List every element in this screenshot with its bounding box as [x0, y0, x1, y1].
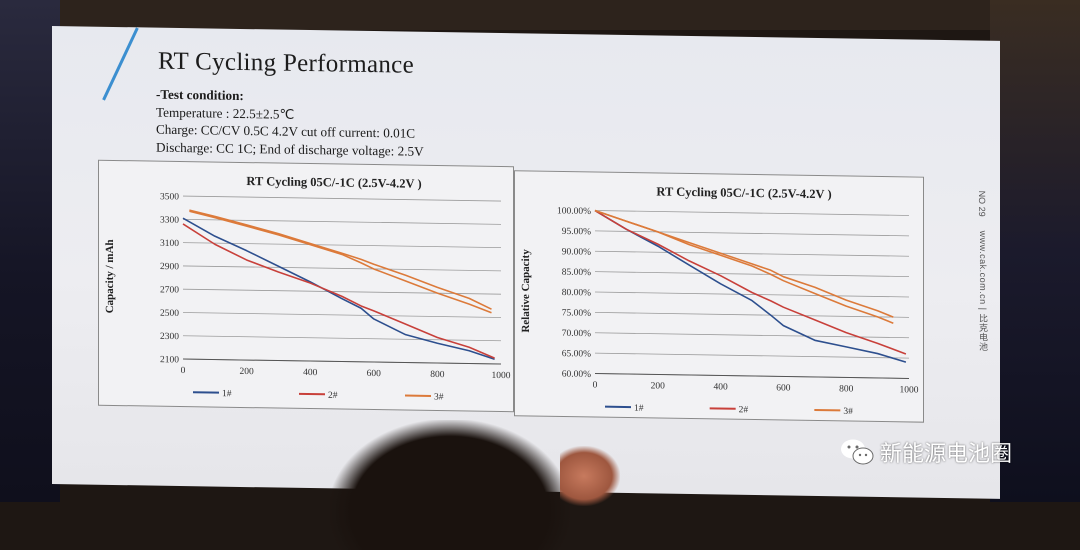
audience-hand	[560, 446, 620, 506]
chart2-gridline	[595, 231, 909, 236]
chart1-xtick-label: 800	[430, 370, 444, 380]
watermark-text: 新能源电池圈	[880, 436, 1012, 468]
chart1-ylabel: Capacity / mAh	[104, 239, 116, 313]
chart1-ytick-label: 2300	[160, 332, 179, 342]
slide-title: RT Cycling Performance	[158, 48, 414, 80]
chart1-ytick-label: 2500	[160, 309, 179, 319]
relative-capacity-chart: RT Cycling 05C/-1C (2.5V-4.2V ) Relative …	[515, 171, 923, 421]
capacity-chart: RT Cycling 05C/-1C (2.5V-4.2V ) Capacity …	[99, 161, 513, 412]
chart1-legend-label: 1#	[222, 389, 232, 399]
room-background-left	[0, 0, 60, 502]
chart2-gridline	[595, 211, 909, 216]
chart1-ytick-label: 3100	[160, 239, 179, 249]
capacity-chart-frame: RT Cycling 05C/-1C (2.5V-4.2V ) Capacity …	[98, 160, 514, 413]
chart1-ytick-label: 3500	[160, 192, 179, 202]
side-company-label: www.cak.com.cn | 比克电池	[977, 231, 990, 352]
chart1-ytick-label: 2700	[160, 285, 179, 295]
room-background-top	[0, 0, 1080, 30]
chart2-ytick-label: 75.00%	[562, 308, 591, 318]
chart2-legend-label: 3#	[843, 407, 853, 417]
chart2-xtick-label: 800	[839, 384, 853, 394]
test-condition-block: -Test condition: Temperature : 22.5±2.5℃…	[156, 86, 424, 160]
chart1-xtick-label: 0	[181, 366, 186, 376]
chart1-gridline	[183, 336, 501, 341]
chart1-gridline	[183, 266, 501, 271]
chart2-ytick-label: 90.00%	[562, 247, 591, 257]
chart1-gridline	[183, 196, 501, 201]
chart1-x-axis	[183, 359, 501, 364]
chart1-legend-label: 3#	[434, 393, 444, 403]
relative-capacity-chart-frame: RT Cycling 05C/-1C (2.5V-4.2V ) Relative …	[514, 170, 924, 422]
chart2-ytick-label: 80.00%	[562, 288, 591, 298]
chart1-gridline	[183, 312, 501, 317]
chart2-gridline	[595, 251, 909, 256]
chart1-ytick-label: 2900	[160, 262, 179, 272]
condition-discharge: Discharge: CC 1C; End of discharge volta…	[156, 138, 424, 160]
chart1-ytick-label: 3300	[160, 215, 179, 225]
chart2-gridline	[595, 353, 909, 358]
chart1-ytick-label: 2100	[160, 355, 179, 365]
chart2-gridline	[595, 333, 909, 338]
chart2-xtick-label: 200	[651, 381, 665, 391]
chart2-series-line-2#	[595, 211, 906, 354]
audience-head-silhouette	[330, 420, 570, 550]
chart2-ytick-label: 65.00%	[562, 349, 591, 359]
chart2-xtick-label: 400	[713, 382, 727, 392]
slide-accent-line	[102, 27, 139, 100]
wechat-icon	[840, 438, 874, 466]
chart2-ytick-label: 100.00%	[557, 206, 591, 217]
chart1-title: RT Cycling 05C/-1C (2.5V-4.2V )	[246, 174, 421, 191]
chart1-xtick-label: 400	[303, 368, 317, 378]
chart2-gridline	[595, 272, 909, 277]
chart2-ytick-label: 60.00%	[562, 370, 591, 380]
chart1-xtick-label: 1000	[492, 371, 511, 381]
chart1-xtick-label: 200	[239, 367, 253, 377]
chart2-series-line-extra-3	[595, 211, 893, 324]
chart2-x-axis	[595, 374, 909, 379]
chart1-xtick-label: 600	[367, 369, 381, 379]
chart2-ylabel: Relative Capacity	[520, 249, 532, 333]
page-number: NO 29	[977, 191, 987, 217]
chart2-legend-label: 2#	[739, 405, 749, 415]
chart2-ytick-label: 95.00%	[562, 227, 591, 237]
room-background-right	[990, 0, 1080, 502]
chart1-legend-label: 2#	[328, 391, 338, 401]
chart2-xtick-label: 0	[593, 380, 598, 390]
chart2-ytick-label: 85.00%	[562, 268, 591, 278]
chart2-gridline	[595, 312, 909, 317]
chart2-xtick-label: 600	[776, 383, 790, 393]
chart2-ytick-label: 70.00%	[562, 329, 591, 339]
chart2-title: RT Cycling 05C/-1C (2.5V-4.2V )	[656, 184, 831, 201]
chart1-series-line-extra-3	[189, 210, 491, 309]
chart2-xtick-label: 1000	[900, 385, 919, 395]
chart2-legend-label: 1#	[634, 404, 644, 414]
watermark: 新能源电池圈	[840, 436, 1012, 468]
